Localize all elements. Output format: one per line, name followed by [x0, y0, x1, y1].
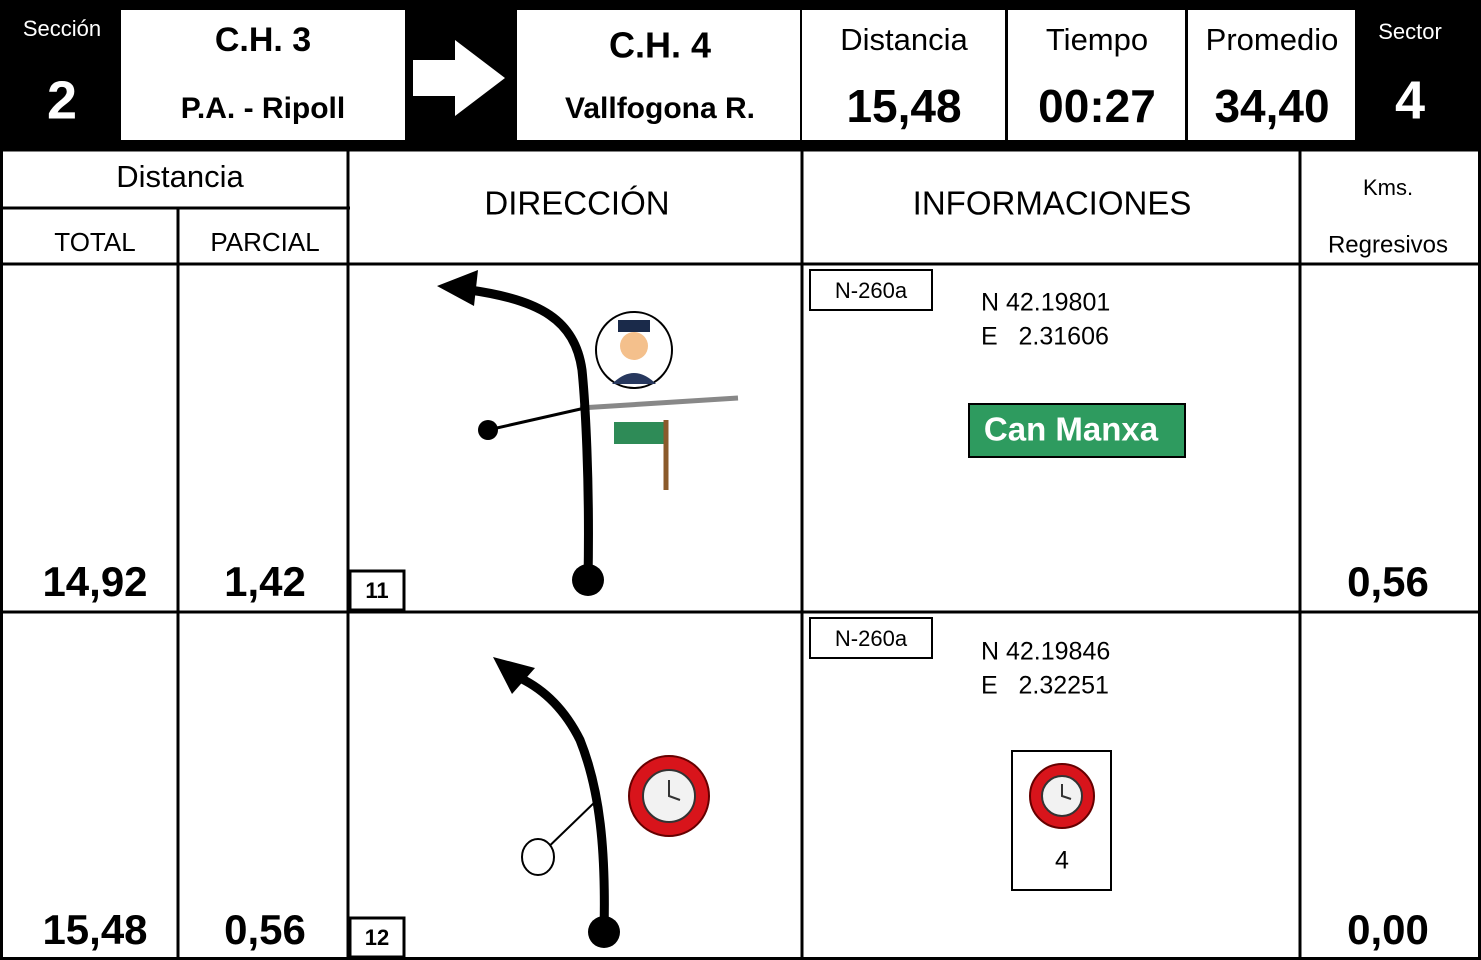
column-header: Regresivos: [1328, 231, 1448, 258]
table-grid: [0, 148, 1481, 960]
remaining-distance: 0,00: [1347, 906, 1429, 953]
distance-box: [802, 10, 1005, 140]
side-road: [579, 395, 739, 411]
column-header: INFORMACIONES: [913, 185, 1192, 222]
from-title: C.H. 3: [215, 21, 311, 59]
route-arrow: [493, 657, 535, 694]
column-header: Distancia: [116, 159, 244, 194]
flag-icon: [614, 422, 664, 444]
time-value: 00:27: [1038, 80, 1156, 132]
partial-distance: 0,56: [224, 906, 306, 953]
longitude: E 2.32251: [981, 672, 1109, 700]
side-road: [487, 406, 586, 432]
police-icon: [618, 320, 650, 332]
start-dot: [572, 564, 604, 596]
average-label: Promedio: [1206, 22, 1339, 57]
from-box: [121, 10, 405, 140]
average-value: 34,40: [1214, 80, 1329, 132]
to-box: [517, 10, 800, 140]
place-sign: [968, 403, 1186, 458]
clock-icon: [1061, 784, 1072, 800]
column-header: PARCIAL: [210, 227, 319, 257]
direction-diagram: [437, 270, 739, 596]
average-box: [1188, 10, 1355, 140]
route: [469, 285, 593, 581]
latitude: N 42.19801: [981, 289, 1110, 317]
start-dot: [588, 916, 620, 948]
column-header: TOTAL: [54, 227, 135, 257]
place-name: Can Manxa: [984, 411, 1159, 448]
road-dot: [478, 420, 498, 440]
road-box: [809, 269, 933, 311]
section-label: Sección: [23, 16, 101, 41]
remaining-distance: 0,56: [1347, 558, 1429, 605]
police-icon: [612, 373, 656, 384]
route-arrow: [437, 270, 478, 306]
column-header: Kms.: [1363, 175, 1413, 200]
total-distance: 15,48: [42, 906, 147, 953]
direction-diagram: [493, 657, 710, 948]
step-box: [348, 916, 406, 959]
step-box: [348, 569, 406, 612]
longitude: E 2.31606: [981, 323, 1109, 351]
clock-icon: [668, 780, 681, 801]
time-label: Tiempo: [1046, 22, 1148, 57]
time-box: [1008, 10, 1185, 140]
column-header: DIRECCIÓN: [484, 185, 669, 222]
partial-distance: 1,42: [224, 558, 306, 605]
road-box: [809, 617, 933, 659]
step-number: 11: [365, 578, 388, 603]
arrow-icon: [413, 40, 505, 116]
table-border: [0, 148, 1481, 960]
step-number: 12: [365, 925, 389, 950]
from-name: P.A. - Ripoll: [181, 92, 345, 125]
police-icon: [620, 332, 648, 360]
distance-value: 15,48: [846, 80, 961, 132]
road-name: N-260a: [835, 626, 908, 651]
distance-label: Distancia: [840, 22, 968, 57]
to-name: Vallfogona R.: [565, 92, 755, 125]
roundabout: [521, 838, 555, 876]
road-name: N-260a: [835, 278, 908, 303]
sector-label: Sector: [1378, 19, 1442, 44]
total-distance: 14,92: [42, 558, 147, 605]
to-title: C.H. 4: [609, 25, 711, 66]
route: [517, 673, 609, 933]
section-value: 2: [47, 70, 77, 130]
sector-value: 4: [1395, 70, 1425, 130]
control-count: 4: [1055, 847, 1069, 875]
latitude: N 42.19846: [981, 638, 1110, 666]
